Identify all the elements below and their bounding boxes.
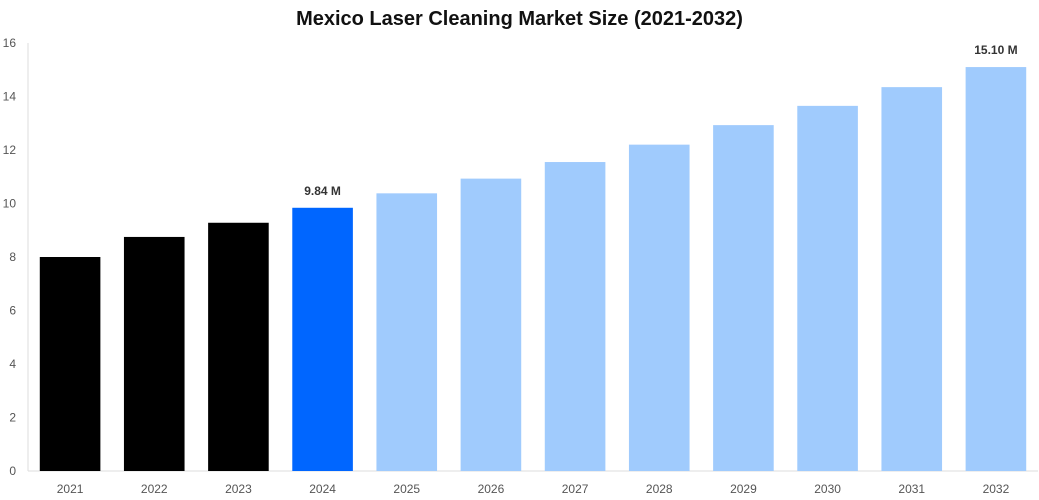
- y-tick-label: 16: [3, 36, 17, 50]
- bar-2023: [208, 222, 269, 471]
- data-label-2024: 9.84 M: [304, 184, 341, 198]
- bar-2026: [460, 178, 522, 471]
- y-tick-label: 8: [9, 250, 16, 264]
- y-tick-label: 4: [9, 357, 16, 371]
- bar-2021: [39, 257, 101, 471]
- bar-2029: [713, 125, 774, 471]
- bar-2030: [797, 105, 858, 472]
- x-tick-label: 2026: [478, 482, 505, 496]
- x-tick-label: 2022: [141, 482, 168, 496]
- y-tick-label: 14: [3, 90, 17, 104]
- data-label-2032: 15.10 M: [974, 43, 1017, 57]
- y-tick-label: 6: [9, 304, 16, 318]
- y-tick-label: 2: [9, 411, 16, 425]
- y-tick-label: 12: [3, 143, 17, 157]
- x-tick-label: 2032: [983, 482, 1010, 496]
- x-tick-label: 2021: [57, 482, 84, 496]
- bar-2025: [376, 193, 438, 471]
- x-tick-label: 2030: [814, 482, 841, 496]
- x-tick-label: 2028: [646, 482, 673, 496]
- x-tick-label: 2031: [898, 482, 925, 496]
- x-tick-label: 2029: [730, 482, 757, 496]
- bar-2028: [628, 144, 690, 471]
- bar-2022: [123, 236, 185, 471]
- x-tick-label: 2023: [225, 482, 252, 496]
- bar-2032: [965, 67, 1027, 471]
- y-tick-label: 0: [9, 464, 16, 478]
- y-tick-label: 10: [3, 197, 17, 211]
- x-tick-label: 2024: [309, 482, 336, 496]
- x-tick-label: 2025: [393, 482, 420, 496]
- bar-2024: [292, 207, 353, 471]
- bar-2031: [881, 87, 943, 471]
- x-tick-label: 2027: [562, 482, 589, 496]
- chart-title: Mexico Laser Cleaning Market Size (2021-…: [296, 8, 743, 30]
- bar-2027: [544, 162, 606, 471]
